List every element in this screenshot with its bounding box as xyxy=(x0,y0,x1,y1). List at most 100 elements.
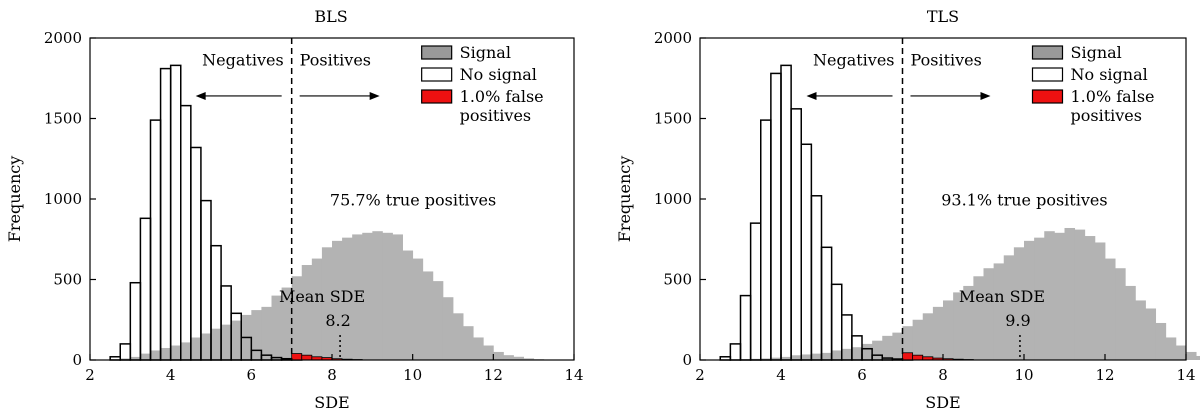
y-tick-label: 1500 xyxy=(44,110,82,128)
signal-bar xyxy=(770,357,782,360)
y-tick-label: 1000 xyxy=(44,190,82,208)
y-tick-label: 500 xyxy=(53,271,82,289)
mean-sde-label: Mean SDE xyxy=(959,287,1045,306)
nosignal-bar-fill xyxy=(170,65,181,346)
y-tick-label: 2000 xyxy=(654,29,692,47)
signal-bar xyxy=(170,345,182,360)
signal-bar xyxy=(362,232,373,360)
y-axis: 0 500 1000 1500 2000 xyxy=(44,29,96,369)
signal-bar xyxy=(932,306,944,360)
signal-bar xyxy=(453,313,464,360)
signal-bar xyxy=(130,356,141,360)
nosignal-bar-fill xyxy=(851,335,862,348)
nosignal-bar-fill xyxy=(110,356,121,360)
signal-bar xyxy=(311,258,323,360)
mean-sde-label: Mean SDE xyxy=(279,287,365,306)
negatives-arrowhead xyxy=(806,91,817,100)
signal-bar xyxy=(1145,308,1157,360)
signal-bar xyxy=(872,340,883,360)
x-axis-label: SDE xyxy=(925,393,960,412)
nosignal-bar-fill xyxy=(231,313,242,321)
nosignal-bar-fill xyxy=(821,247,832,353)
positives-label: Positives xyxy=(911,50,982,69)
signal-bar xyxy=(160,347,172,360)
nosignal-bar-fill xyxy=(130,282,141,357)
y-tick-label: 0 xyxy=(72,351,82,369)
signal-bar xyxy=(321,247,333,360)
y-tick-label: 2000 xyxy=(44,29,82,47)
legend-false-positive-label-line1: 1.0% false xyxy=(460,87,544,106)
signal-bar xyxy=(372,231,383,360)
x-tick-label: 14 xyxy=(1176,366,1195,384)
signal-bar xyxy=(851,347,863,360)
y-tick-label: 500 xyxy=(663,271,692,289)
signal-bar xyxy=(1064,227,1076,360)
nosignal-bar-fill xyxy=(120,343,131,359)
nosignal-bar-fill xyxy=(160,68,171,348)
signal-bar xyxy=(432,281,444,360)
y-tick-label: 1500 xyxy=(654,110,692,128)
signal-bar xyxy=(140,353,151,360)
negatives-label: Negatives xyxy=(202,50,284,69)
x-tick-label: 12 xyxy=(484,366,503,384)
signal-bar xyxy=(963,285,974,360)
signal-bar xyxy=(831,350,843,360)
false-positive-bar xyxy=(291,353,303,361)
x-tick-label: 14 xyxy=(564,366,583,384)
signal-bar xyxy=(1115,268,1126,360)
panel-bls: BLS 2 4 6 8 10 12 14 0 500 1000 1500 2000 SDE Freq… xyxy=(5,7,584,412)
signal-bar xyxy=(1054,232,1065,360)
signal-bar xyxy=(801,354,812,360)
signal-bar xyxy=(1034,237,1045,360)
x-tick-label: 4 xyxy=(776,366,786,384)
legend-signal-swatch xyxy=(1031,45,1064,60)
signal-bar xyxy=(473,337,484,360)
signal-bar xyxy=(493,351,504,360)
false-positive-bar xyxy=(912,354,924,361)
signal-bar xyxy=(180,342,192,360)
positives-arrowhead xyxy=(369,91,380,100)
signal-bar xyxy=(862,343,873,360)
legend-false-positive-label-line1: 1.0% false xyxy=(1071,87,1155,106)
panel-tls: TLS 2 4 6 8 10 12 14 0 500 1000 1500 2000 SDE Freq… xyxy=(615,7,1200,412)
true-positives-label: 93.1% true positives xyxy=(941,190,1107,209)
signal-bars xyxy=(740,227,1200,360)
legend-false-positive-swatch xyxy=(1031,89,1064,104)
signal-bar xyxy=(261,306,272,360)
y-axis-label: Frequency xyxy=(5,156,24,243)
legend: Signal No signal 1.0% false positives xyxy=(1031,43,1155,125)
chart-title: TLS xyxy=(927,7,959,26)
signal-bar xyxy=(402,250,414,360)
y-axis: 0 500 1000 1500 2000 xyxy=(654,29,706,369)
signal-bar xyxy=(1165,337,1177,360)
negatives-label: Negatives xyxy=(813,50,895,69)
signal-bar xyxy=(841,348,853,360)
signal-bar xyxy=(1155,322,1167,360)
nosignal-bars xyxy=(719,64,914,361)
signal-bar xyxy=(1024,240,1035,360)
signal-bar xyxy=(442,297,454,360)
nosignal-bar-fill xyxy=(781,65,792,357)
signal-bar xyxy=(200,333,212,360)
signal-bar xyxy=(342,237,353,360)
signal-bar xyxy=(483,345,494,360)
x-tick-label: 10 xyxy=(403,366,422,384)
signal-bar xyxy=(1105,258,1116,360)
signal-bar xyxy=(523,358,535,360)
signal-bar xyxy=(821,352,833,360)
nosignal-bar-fill xyxy=(730,343,741,360)
signal-bar xyxy=(150,350,161,360)
signal-bar xyxy=(422,271,434,360)
negatives-arrowhead xyxy=(195,91,206,100)
nosignal-bar-fill xyxy=(801,144,812,355)
signal-bar xyxy=(912,319,924,360)
signal-bar xyxy=(922,313,934,360)
x-tick-label: 6 xyxy=(247,366,257,384)
x-tick-label: 2 xyxy=(695,366,705,384)
signal-bar xyxy=(811,353,822,360)
nosignal-bar-fill xyxy=(180,105,191,343)
signal-bar xyxy=(983,268,995,360)
signal-bar xyxy=(781,356,792,360)
mean-sde-value: 8.2 xyxy=(325,311,350,330)
y-axis-label: Frequency xyxy=(615,156,634,243)
